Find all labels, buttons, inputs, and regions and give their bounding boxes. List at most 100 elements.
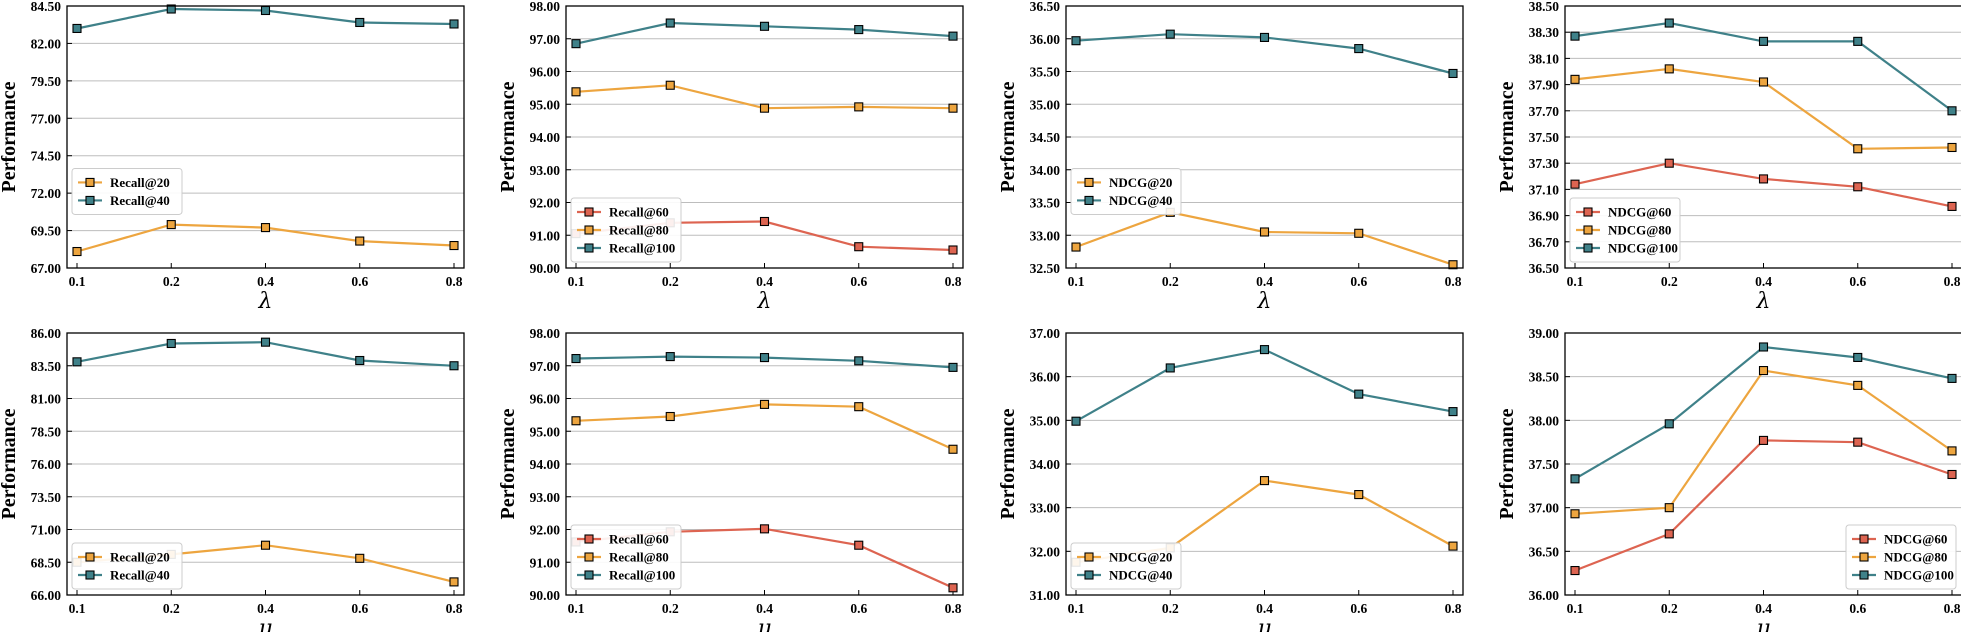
series-line-recall-80: [575, 403, 954, 451]
y-axis-label: Performance: [497, 408, 519, 519]
axes-frame: [1065, 332, 1464, 596]
y-tick-label: 32.00: [1030, 544, 1061, 559]
y-tick-label: 34.00: [1030, 457, 1061, 472]
axes-frame: [1564, 332, 1961, 596]
y-tick-label: 38.00: [1529, 413, 1560, 428]
data-point-marker: [854, 540, 864, 550]
data-point-marker: [571, 416, 581, 426]
x-tick-label: 0.8: [446, 601, 463, 616]
y-tick-label: 38.10: [1529, 51, 1560, 66]
x-axis-label: μ: [258, 616, 272, 632]
x-tick-label: 0.6: [1350, 274, 1367, 289]
legend-marker: [85, 570, 95, 580]
data-point-marker: [571, 87, 581, 97]
y-axis-label: Performance: [0, 81, 20, 192]
y-axis-label: Performance: [1496, 81, 1518, 192]
x-tick-label: 0.4: [1256, 601, 1273, 616]
legend-box: [570, 197, 682, 263]
data-point-marker: [1947, 446, 1957, 456]
x-tick-label: 0.8: [1445, 274, 1462, 289]
data-point-marker: [355, 355, 365, 366]
legend-label: Recall@100: [609, 568, 675, 583]
y-tick-label: 36.90: [1529, 209, 1560, 224]
legend-label: NDCG@80: [1884, 550, 1947, 565]
axes-frame: [66, 332, 465, 596]
data-point-marker: [1259, 345, 1270, 355]
chart-panel-recall-lambda-20-40: 67.00 69.50 72.00 74.50 77.00 79.50 82.00 84.50…: [0, 0, 465, 314]
y-tick-label: 35.50: [1030, 65, 1061, 80]
y-tick-label: 37.00: [1529, 501, 1560, 516]
data-point-marker: [1758, 435, 1769, 445]
y-tick-label: 35.00: [1030, 413, 1061, 428]
series-line-ndcg-20: [1075, 211, 1454, 266]
legend-label: NDCG@100: [1608, 241, 1678, 256]
legend-box: [570, 524, 682, 590]
y-tick-label: 82.00: [31, 36, 62, 51]
data-point-marker: [759, 399, 770, 409]
data-point-marker: [1853, 437, 1863, 447]
y-tick-label: 81.00: [31, 392, 62, 407]
legend-marker: [1084, 177, 1094, 187]
legend-label: Recall@40: [110, 193, 170, 208]
data-point-marker: [1071, 242, 1081, 252]
data-point-marker: [759, 103, 770, 113]
y-tick-label: 67.00: [31, 261, 62, 276]
data-point-marker: [1947, 201, 1957, 211]
data-point-marker: [948, 362, 958, 372]
data-point-marker: [355, 17, 365, 28]
x-tick-label: 0.1: [1567, 601, 1584, 616]
y-tick-label: 36.50: [1529, 261, 1560, 276]
legend-box: [71, 542, 183, 590]
x-tick-label: 0.1: [568, 601, 585, 616]
legend: Recall@20 Recall@40: [71, 167, 183, 215]
legend-marker: [1859, 570, 1869, 580]
chart-panel-ndcg-mu-20-40: 31.00 32.00 33.00 34.00 35.00 36.00 37.00 0.1 0.…: [997, 326, 1464, 632]
legend-label: Recall@20: [110, 550, 170, 565]
data-point-marker: [1354, 44, 1364, 54]
y-tick-label: 98.00: [530, 0, 561, 14]
legend-label: Recall@60: [609, 205, 669, 220]
legend-label: NDCG@40: [1109, 568, 1172, 583]
y-tick-label: 34.00: [1030, 163, 1061, 178]
legend-label: NDCG@60: [1884, 532, 1947, 547]
y-axis-label: Performance: [997, 81, 1019, 192]
legend-label: Recall@20: [110, 175, 170, 190]
data-point-marker: [449, 361, 459, 371]
data-point-marker: [1664, 419, 1674, 429]
legend-marker: [1859, 534, 1869, 544]
x-tick-label: 0.8: [446, 274, 463, 289]
data-point-marker: [759, 353, 770, 363]
legend-marker: [1084, 552, 1094, 562]
data-point-marker: [1354, 490, 1364, 500]
y-tick-label: 94.00: [530, 130, 561, 145]
data-point-marker: [1853, 36, 1863, 46]
y-tick-label: 37.50: [1529, 457, 1560, 472]
data-point-marker: [1165, 363, 1175, 373]
x-tick-label: 0.4: [1755, 601, 1772, 616]
x-tick-label: 0.4: [756, 601, 773, 616]
data-point-marker: [1664, 529, 1674, 539]
y-tick-label: 36.00: [1030, 370, 1061, 385]
legend-marker: [1583, 207, 1593, 217]
y-tick-label: 95.00: [530, 424, 561, 439]
legend-label: Recall@60: [609, 532, 669, 547]
data-point-marker: [948, 583, 958, 593]
y-tick-label: 38.30: [1529, 25, 1560, 40]
data-point-marker: [1354, 389, 1364, 399]
y-tick-label: 36.50: [1030, 0, 1061, 14]
data-point-marker: [1947, 142, 1957, 153]
y-tick-label: 37.50: [1529, 130, 1560, 145]
legend-marker: [1084, 195, 1094, 205]
x-tick-label: 0.6: [351, 274, 368, 289]
axes-frame: [565, 332, 964, 596]
data-point-marker: [854, 25, 864, 35]
x-tick-label: 0.4: [1755, 274, 1772, 289]
data-point-marker: [1947, 373, 1957, 383]
legend-marker: [584, 534, 594, 544]
y-tick-label: 36.00: [1529, 588, 1560, 603]
y-tick-label: 92.00: [530, 523, 561, 538]
y-tick-label: 38.50: [1529, 370, 1560, 385]
y-tick-label: 91.00: [530, 228, 561, 243]
y-tick-label: 93.00: [530, 490, 561, 505]
x-tick-label: 0.4: [756, 274, 773, 289]
